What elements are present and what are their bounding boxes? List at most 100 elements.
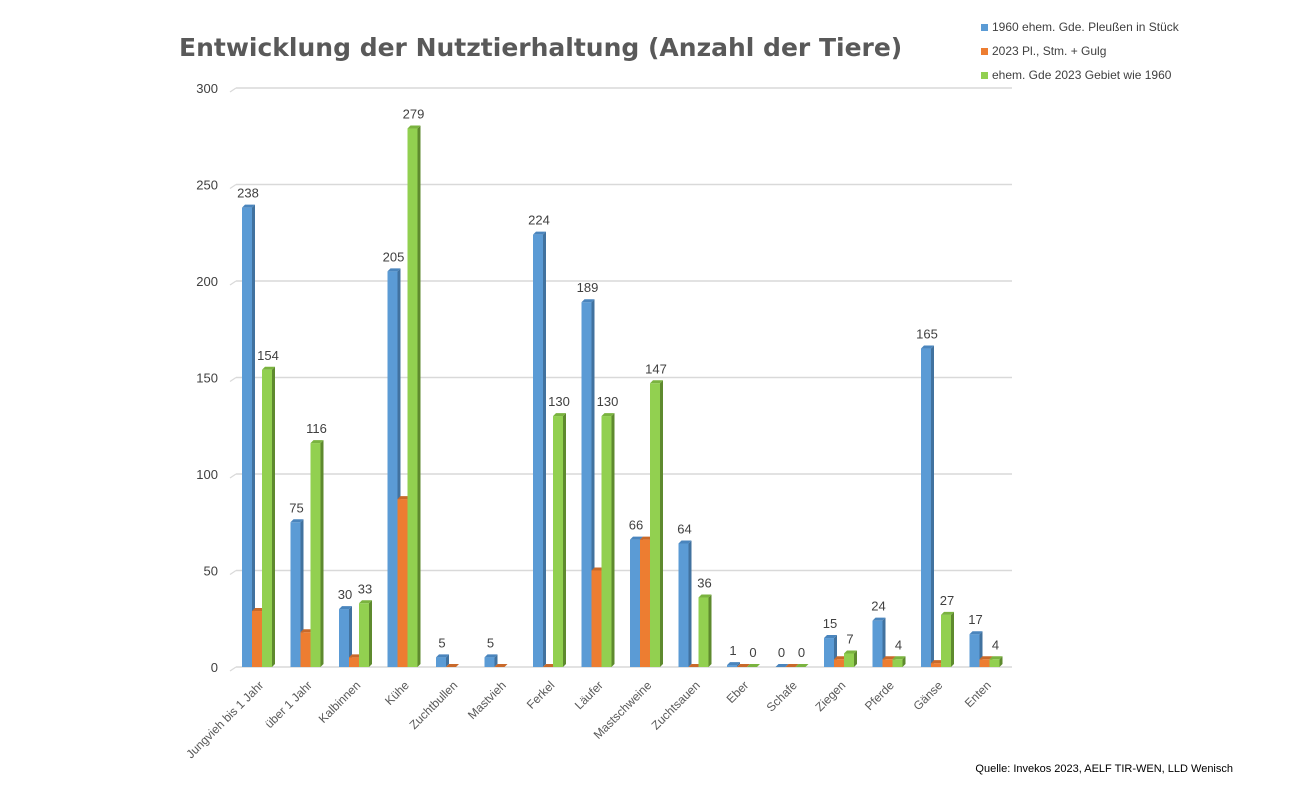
bar-front bbox=[484, 657, 495, 667]
bar-top bbox=[242, 204, 255, 208]
bar-front bbox=[349, 657, 359, 667]
bar-3-Ferkel bbox=[553, 413, 566, 667]
bar-top bbox=[872, 617, 886, 621]
data-label: 116 bbox=[306, 421, 327, 436]
bar-top bbox=[775, 664, 789, 667]
legend-swatch bbox=[981, 48, 988, 55]
data-label: 147 bbox=[645, 361, 667, 376]
bar-top bbox=[494, 664, 508, 667]
legend-label: ehem. Gde 2023 Gebiet wie 1960 bbox=[992, 68, 1172, 82]
bar-top bbox=[795, 664, 809, 667]
bar-side bbox=[854, 650, 857, 667]
bar-3-Läufer bbox=[601, 413, 615, 667]
data-label: 224 bbox=[528, 213, 550, 228]
bar-side bbox=[320, 440, 324, 667]
gridline-diagonal bbox=[229, 666, 237, 672]
bar-3-Zuchtsauen bbox=[698, 594, 712, 667]
bar-1-Zuchtsauen bbox=[678, 540, 692, 667]
data-label: 75 bbox=[289, 500, 303, 515]
gridline-diagonal bbox=[229, 280, 237, 286]
legend-item: 2023 Pl., Stm. + Gulg bbox=[981, 44, 1106, 58]
bar-top bbox=[349, 654, 362, 658]
bar-top bbox=[543, 664, 556, 667]
x-tick-label: Pferde bbox=[862, 678, 897, 713]
data-label: 165 bbox=[916, 327, 938, 342]
bar-top bbox=[969, 631, 983, 635]
bar-3-Pferde bbox=[892, 656, 906, 667]
bar-top bbox=[921, 345, 934, 349]
bar-3-Enten bbox=[989, 656, 1003, 667]
data-label: 0 bbox=[749, 645, 756, 660]
data-label: 27 bbox=[940, 593, 954, 608]
data-label: 5 bbox=[487, 635, 494, 650]
bar-top bbox=[290, 519, 304, 523]
bar-top bbox=[446, 664, 459, 667]
x-tick-label: Zuchtbullen bbox=[407, 678, 461, 732]
y-tick-label: 200 bbox=[196, 274, 218, 289]
bar-top bbox=[941, 611, 954, 615]
bar-front bbox=[359, 603, 369, 667]
bar-front bbox=[921, 348, 931, 667]
source-note: Quelle: Invekos 2023, AELF TIR-WEN, LLD … bbox=[975, 763, 1233, 775]
bar-1-Mastvieh bbox=[484, 654, 498, 667]
data-label: 66 bbox=[629, 518, 643, 533]
bar-3-Kühe bbox=[407, 125, 421, 667]
bar-side bbox=[902, 656, 906, 667]
bar-front bbox=[300, 632, 311, 667]
bar-2-Zuchtsauen bbox=[688, 664, 702, 667]
bar-front bbox=[407, 128, 418, 667]
bar-3-Jungvieh bis 1 Jahr bbox=[262, 366, 275, 667]
bar-top bbox=[359, 600, 372, 604]
bar-top bbox=[931, 660, 944, 664]
x-tick-label: Kühe bbox=[382, 678, 412, 708]
bar-front bbox=[834, 659, 844, 667]
legend-label: 1960 ehem. Gde. Pleußen in Stück bbox=[992, 20, 1180, 34]
data-label: 130 bbox=[597, 394, 619, 409]
bar-1-Gänse bbox=[921, 345, 934, 667]
bar-front bbox=[581, 302, 592, 667]
bar-top bbox=[630, 536, 643, 540]
legend-label: 2023 Pl., Stm. + Gulg bbox=[992, 44, 1106, 58]
bar-3-Gänse bbox=[941, 611, 954, 667]
bar-side bbox=[417, 125, 421, 667]
data-label: 7 bbox=[846, 631, 853, 646]
bar-top bbox=[650, 380, 663, 384]
data-label: 0 bbox=[778, 645, 785, 660]
bar-front bbox=[650, 383, 660, 667]
bar-front bbox=[941, 614, 951, 667]
bar-top bbox=[892, 656, 906, 660]
bar-front bbox=[824, 638, 834, 667]
gridline-diagonal bbox=[229, 570, 237, 575]
bar-top bbox=[300, 629, 314, 633]
x-tick-label: Enten bbox=[962, 678, 994, 710]
bar-front bbox=[252, 611, 262, 667]
bar-2-Ferkel bbox=[543, 664, 556, 667]
y-tick-label: 300 bbox=[196, 81, 218, 96]
bar-top bbox=[882, 656, 896, 660]
legend-item: 1960 ehem. Gde. Pleußen in Stück bbox=[981, 20, 1180, 34]
bar-front bbox=[640, 539, 650, 667]
bar-3-Ziegen bbox=[844, 650, 857, 667]
bars bbox=[242, 125, 1003, 667]
bar-top bbox=[737, 664, 750, 667]
data-label: 154 bbox=[257, 348, 279, 363]
bar-front bbox=[727, 665, 737, 667]
bar-front bbox=[882, 659, 893, 667]
x-tick-label: Schafe bbox=[764, 678, 801, 715]
x-tick-label: Ziegen bbox=[813, 678, 849, 714]
bar-top bbox=[397, 496, 411, 500]
bar-front bbox=[242, 207, 252, 667]
bar-top bbox=[601, 413, 615, 417]
data-label: 64 bbox=[677, 521, 691, 536]
data-label: 189 bbox=[577, 280, 599, 295]
x-tick-label: über 1 Jahr bbox=[262, 678, 315, 731]
chart-title: Entwicklung der Nutztierhaltung (Anzahl … bbox=[179, 33, 902, 62]
bar-1-Zuchtbullen bbox=[436, 654, 449, 667]
bar-front bbox=[630, 539, 640, 667]
bar-top bbox=[436, 654, 449, 658]
bar-front bbox=[979, 659, 990, 667]
data-label: 4 bbox=[895, 637, 902, 652]
bar-2-Eber bbox=[737, 664, 750, 667]
bar-2-Schafe bbox=[785, 664, 799, 667]
bar-front bbox=[436, 657, 446, 667]
